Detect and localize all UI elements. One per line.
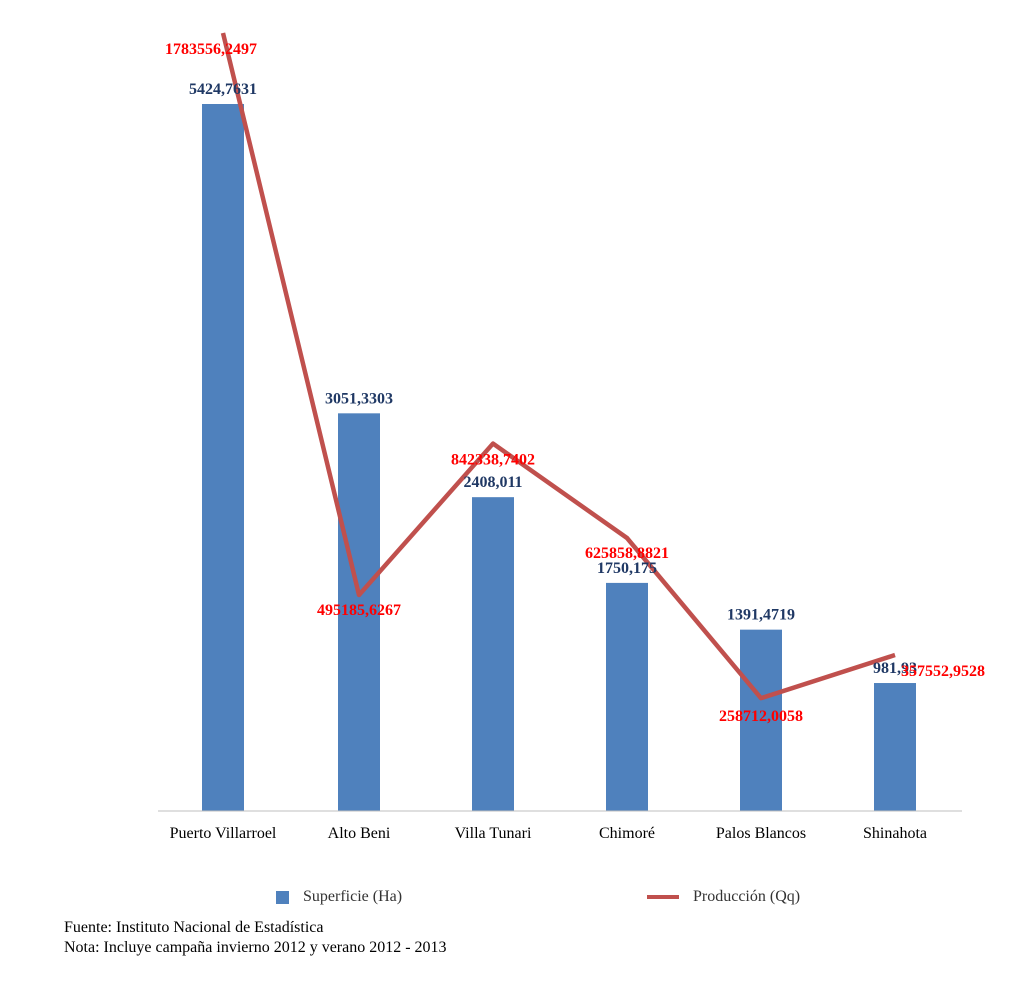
legend-line-label: Producción (Qq) (693, 888, 801, 905)
line-data-label: 1783556,2497 (165, 41, 257, 58)
x-tick-label: Villa Tunari (455, 825, 532, 842)
legend-bar-label: Superficie (Ha) (303, 888, 403, 905)
bar-superficie (606, 582, 648, 811)
bar-superficie (472, 497, 514, 811)
scope-note: Nota: Incluye campaña invierno 2012 y ve… (64, 939, 447, 956)
chart-plot: Puerto Villarroel Alto Beni Villa Tunari Ch… (158, 32, 985, 842)
line-produccion (220, 32, 896, 701)
legend-line-item: Producción (Qq) (647, 888, 800, 906)
source-note: Fuente: Instituto Nacional de Estadístic… (64, 919, 324, 936)
legend-line-swatch (647, 895, 679, 899)
line-data-label: 842338,7402 (451, 452, 535, 469)
chart-notes: Fuente: Instituto Nacional de Estadístic… (64, 918, 447, 958)
line-data-label: 357552,9528 (901, 663, 985, 680)
bar-superficie (740, 629, 782, 811)
bar-data-label: 3051,3303 (325, 390, 393, 407)
bar-data-label: 5424,7631 (189, 81, 257, 98)
x-tick-label: Puerto Villarroel (170, 825, 277, 842)
x-tick-label: Chimoré (599, 825, 655, 842)
legend-bar-item: Superficie (Ha) (276, 888, 402, 906)
legend-bar-swatch (276, 890, 289, 904)
x-tick-label: Alto Beni (328, 825, 391, 842)
bar-data-label: 1391,4719 (727, 607, 795, 624)
bar-superficie (338, 413, 380, 811)
line-data-label: 625858,8821 (585, 545, 669, 562)
bar-data-label: 981,93 (873, 660, 917, 677)
line-data-label: 495185,6267 (317, 602, 401, 619)
x-tick-label: Palos Blancos (716, 825, 806, 842)
bar-superficie (874, 683, 916, 811)
line-data-label: 258712,0058 (719, 708, 803, 725)
bar-data-label: 2408,011 (463, 474, 522, 491)
x-tick-label: Shinahota (863, 825, 927, 842)
bar-data-label: 1750,175 (597, 560, 657, 577)
bar-superficie (202, 104, 244, 811)
